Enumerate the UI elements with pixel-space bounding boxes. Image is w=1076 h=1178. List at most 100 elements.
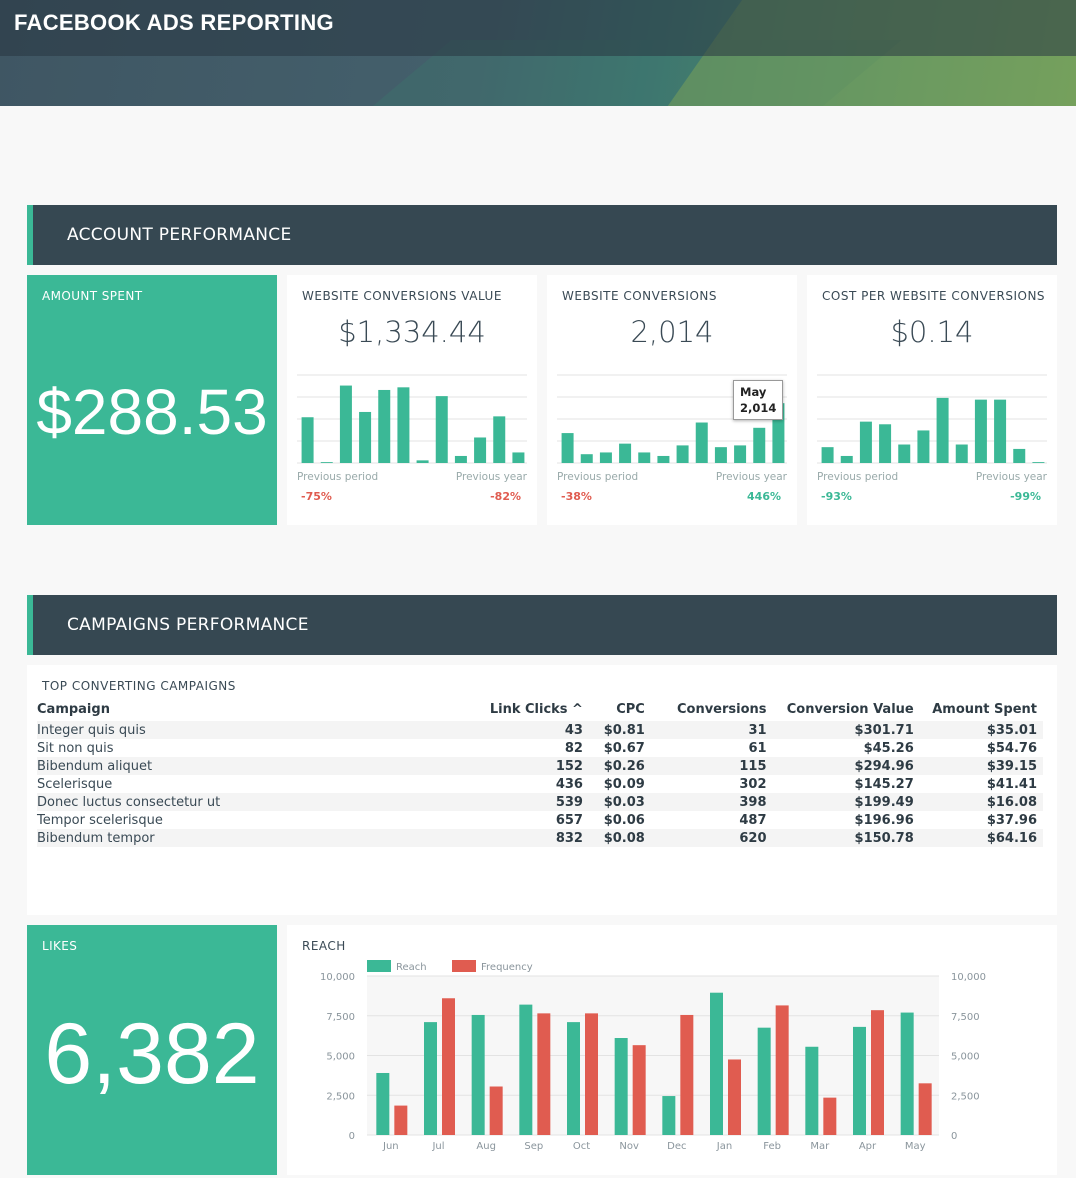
kpi-bar[interactable] [821, 447, 834, 463]
kpi-sparkbar-chart [297, 374, 527, 464]
y-tick-label: 0 [349, 1131, 355, 1142]
bar-frequency[interactable] [680, 1014, 694, 1135]
bar-reach[interactable] [376, 1072, 390, 1135]
kpi-bar[interactable] [378, 389, 391, 463]
kpi-bar[interactable] [936, 397, 949, 463]
previous-year-change: -82% [490, 490, 521, 503]
bar-frequency[interactable] [918, 1083, 932, 1135]
column-header-amount-spent[interactable]: Amount Spent [932, 702, 1037, 717]
kpi-bar[interactable] [599, 452, 612, 463]
bar-frequency[interactable] [823, 1097, 837, 1135]
kpi-bar[interactable] [974, 399, 987, 463]
cell-conversion-value: $294.96 [772, 757, 920, 775]
kpi-value: 2,014 [630, 315, 714, 349]
kpi-bar[interactable] [474, 437, 487, 463]
kpi-bar[interactable] [454, 455, 467, 463]
column-header-link-clicks[interactable]: Link Clicks ^ [468, 700, 589, 721]
bar-frequency[interactable] [775, 1005, 789, 1135]
cell-conversion-value: $45.26 [863, 740, 914, 756]
kpi-bar[interactable] [840, 455, 853, 463]
kpi-bar[interactable] [879, 424, 892, 463]
column-header-conversions[interactable]: Conversions [676, 702, 767, 717]
cell-campaign: Bibendum tempor [37, 829, 468, 847]
previous-year-label: Previous year [715, 471, 787, 483]
section-title-account: ACCOUNT PERFORMANCE [67, 225, 292, 245]
bar-reach[interactable] [567, 1022, 580, 1135]
kpi-bar[interactable] [493, 416, 506, 463]
campaigns-table: Campaign Link Clicks ^ CPC Conversions C… [37, 700, 1043, 847]
kpi-bar[interactable] [416, 460, 429, 463]
header-title-strip [0, 0, 1076, 56]
kpi-bar[interactable] [676, 445, 689, 463]
kpi-bar[interactable] [638, 452, 651, 463]
column-header-cpc[interactable]: CPC [616, 702, 645, 717]
bar-frequency[interactable] [489, 1086, 503, 1135]
legend-swatch-frequency [452, 960, 476, 972]
kpi-bar[interactable] [898, 444, 911, 463]
table-row: Scelerisque 436 $0.09 302 $145.27 $41.41 [37, 775, 1043, 793]
cell-link-clicks: 657 [555, 812, 583, 828]
bar-reach[interactable] [853, 1026, 866, 1135]
bar-reach[interactable] [424, 1022, 437, 1135]
kpi-bar[interactable] [339, 385, 352, 463]
kpi-value: $0.14 [890, 315, 974, 349]
legend-label-reach[interactable]: Reach [396, 962, 427, 973]
kpi-bar[interactable] [561, 433, 574, 463]
bar-reach[interactable] [471, 1014, 485, 1135]
kpi-bar[interactable] [359, 411, 372, 463]
kpi-bar[interactable] [695, 422, 708, 463]
kpi-bar[interactable] [512, 452, 525, 463]
kpi-bar[interactable] [397, 387, 410, 463]
kpi-bar[interactable] [859, 421, 872, 463]
table-header-row: Campaign Link Clicks ^ CPC Conversions C… [37, 700, 1043, 721]
bar-reach[interactable] [805, 1046, 819, 1135]
bar-frequency[interactable] [585, 1013, 598, 1135]
column-header-campaign[interactable]: Campaign [37, 702, 110, 717]
kpi-bar[interactable] [301, 417, 314, 463]
kpi-bar[interactable] [994, 399, 1007, 463]
kpi-bar[interactable] [435, 396, 448, 463]
column-header-conversion-value[interactable]: Conversion Value [786, 702, 914, 717]
section-accent-bar [27, 205, 33, 265]
kpi-bar[interactable] [1032, 462, 1045, 463]
kpi-bar[interactable] [734, 445, 747, 463]
kpi-bar[interactable] [753, 427, 766, 463]
bar-reach[interactable] [900, 1012, 914, 1135]
kpi-bar[interactable] [1013, 448, 1026, 463]
y2-tick-label: 10,000 [951, 972, 986, 983]
cell-link-clicks: 436 [555, 776, 583, 792]
previous-period-label: Previous period [557, 471, 639, 483]
kpi-label: WEBSITE CONVERSIONS [562, 289, 717, 303]
kpi-bar[interactable] [955, 444, 968, 463]
bar-reach[interactable] [662, 1096, 676, 1135]
bar-frequency[interactable] [728, 1059, 741, 1135]
cell-conversion-value: $196.96 [854, 812, 914, 828]
cell-cpc: $0.08 [588, 829, 651, 847]
cell-campaign: Donec luctus consectetur ut [37, 793, 468, 811]
bar-reach[interactable] [757, 1027, 771, 1135]
cell-conversions: 31 [650, 721, 773, 739]
kpi-bar[interactable] [714, 447, 727, 463]
kpi-bar[interactable] [619, 443, 632, 463]
reach-chart-card: REACH 0 0 2,500 2,500 5,000 5,000 7,500 7,500 10… [287, 925, 1057, 1175]
bar-frequency[interactable] [632, 1045, 646, 1135]
bar-reach[interactable] [614, 1038, 628, 1135]
bar-frequency[interactable] [442, 998, 455, 1135]
kpi-bar[interactable] [917, 430, 930, 463]
bar-frequency[interactable] [871, 1010, 884, 1135]
legend-label-frequency[interactable]: Frequency [481, 962, 533, 973]
dashboard-header: FACEBOOK ADS REPORTING [0, 0, 1076, 106]
cell-conversion-value: $199.49 [772, 793, 920, 811]
bar-frequency[interactable] [537, 1013, 551, 1135]
bar-frequency[interactable] [394, 1105, 408, 1135]
x-tick-label: Feb [763, 1141, 781, 1152]
kpi-bar[interactable] [580, 454, 593, 463]
previous-year-change: 446% [747, 490, 781, 503]
bar-reach[interactable] [710, 992, 723, 1135]
bar-reach[interactable] [519, 1004, 533, 1135]
kpi-bar[interactable] [657, 455, 670, 463]
kpi-bar[interactable] [320, 462, 333, 463]
cell-conversions: 487 [739, 812, 767, 828]
x-tick-label: Nov [619, 1141, 639, 1152]
x-tick-label: Apr [859, 1141, 877, 1152]
